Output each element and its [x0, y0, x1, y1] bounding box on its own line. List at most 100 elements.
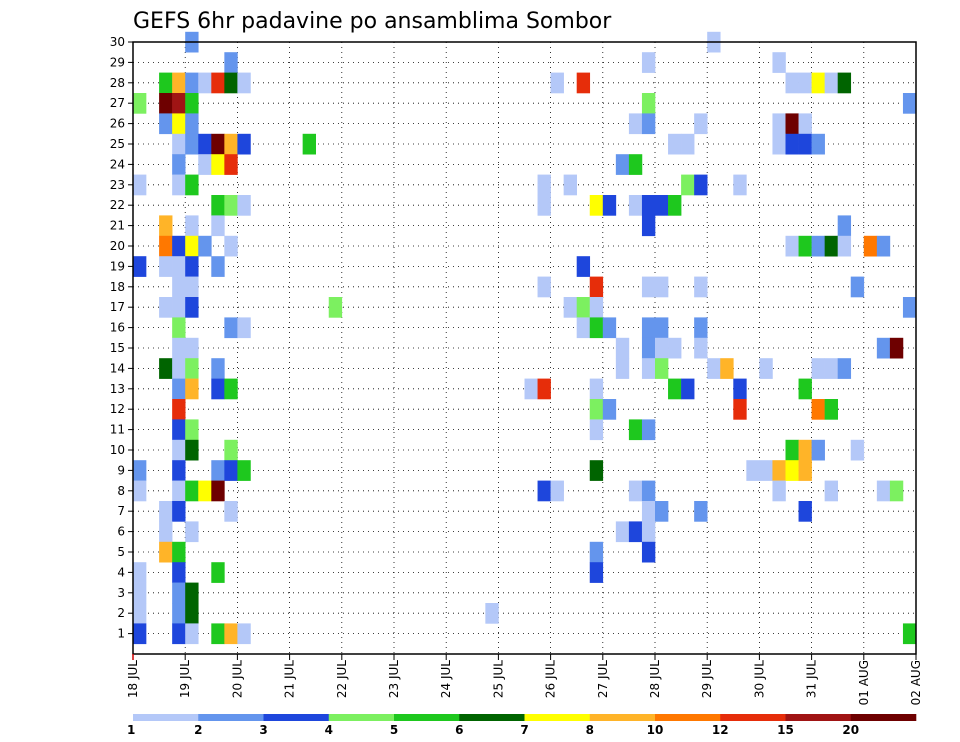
x-tick-label: 29 JUL: [700, 660, 714, 698]
precip-cell: [589, 317, 604, 339]
x-tick-label: 30 JUL: [752, 660, 766, 698]
precip-cell: [185, 623, 199, 645]
precip-cell: [902, 93, 917, 114]
precip-cell: [785, 72, 799, 94]
precip-cell: [237, 623, 251, 645]
precip-cell: [589, 276, 604, 298]
precip-cell: [172, 460, 186, 481]
precip-cell: [615, 337, 630, 359]
legend-swatch: [524, 714, 591, 721]
precip-cell: [746, 460, 760, 481]
y-tick-label: 22: [110, 198, 125, 212]
precip-cell: [172, 317, 186, 339]
precip-cell: [628, 113, 643, 135]
y-tick-label: 25: [110, 137, 125, 151]
precip-cell: [185, 521, 199, 543]
legend-swatch: [850, 714, 917, 721]
precip-cell: [198, 480, 212, 502]
precip-cell: [628, 480, 643, 502]
precip-cell: [772, 480, 786, 502]
x-tick-label: 01 AUG: [857, 660, 871, 705]
precip-cell: [211, 358, 225, 379]
precip-cell: [198, 72, 212, 94]
precip-cell: [641, 195, 656, 216]
precip-cell: [211, 460, 225, 481]
precip-cell: [772, 460, 786, 481]
precip-cell: [172, 399, 186, 420]
precip-cell: [889, 480, 904, 502]
precip-cells: [133, 31, 917, 645]
legend-label: 6: [455, 723, 463, 737]
precip-cell: [185, 337, 199, 359]
y-tick-label: 30: [110, 35, 125, 49]
y-tick-label: 1: [117, 627, 125, 641]
precip-cell: [198, 154, 212, 175]
precip-cell: [733, 399, 747, 420]
precip-cell: [811, 133, 825, 155]
precip-cell: [133, 256, 147, 277]
precip-cell: [159, 521, 173, 543]
precip-cell: [785, 133, 799, 155]
precip-cell: [668, 378, 682, 400]
x-tick-label: 24 JUL: [439, 660, 453, 698]
precip-cell: [798, 235, 812, 257]
legend-label: 1: [127, 723, 135, 737]
precip-cell: [785, 113, 799, 135]
y-tick-label: 18: [110, 280, 125, 294]
precip-cell: [172, 623, 186, 645]
precip-cell: [641, 541, 656, 563]
precip-cell: [563, 297, 577, 318]
y-tick-label: 5: [117, 545, 125, 559]
precip-cell: [211, 195, 225, 216]
precip-cell: [537, 276, 551, 298]
precip-cell: [198, 235, 212, 257]
x-tick-label: 20 JUL: [230, 660, 244, 698]
y-tick-label: 21: [110, 219, 125, 233]
precip-cell: [850, 439, 865, 461]
precip-cell: [328, 297, 343, 318]
precip-cell: [211, 623, 225, 645]
precip-cell: [824, 72, 838, 94]
precip-cell: [798, 439, 812, 461]
legend-swatch: [589, 714, 656, 721]
x-tick-label: 02 AUG: [909, 660, 923, 705]
precip-cell: [172, 235, 186, 257]
precip-cell: [185, 358, 199, 379]
precip-cell: [655, 337, 669, 359]
precip-cell: [641, 419, 656, 441]
precip-cell: [237, 460, 251, 481]
legend-label: 7: [520, 723, 528, 737]
y-tick-label: 19: [110, 259, 125, 273]
precip-cell: [172, 603, 186, 624]
precip-cell: [759, 460, 773, 481]
precip-cell: [655, 358, 669, 379]
precip-cell: [133, 174, 147, 196]
legend-swatch: [394, 714, 460, 721]
precip-cell: [172, 133, 186, 155]
precip-cell: [133, 480, 147, 502]
precip-cell: [159, 235, 173, 257]
precip-cell: [211, 215, 225, 237]
precip-cell: [863, 235, 878, 257]
precip-cell: [576, 317, 591, 339]
precip-cell: [641, 521, 656, 543]
y-tick-label: 27: [110, 96, 125, 110]
precip-cell: [798, 460, 812, 481]
legend-label: 20: [842, 723, 859, 737]
precip-cell: [198, 133, 212, 155]
y-tick-label: 8: [117, 484, 125, 498]
precip-cell: [681, 133, 695, 155]
precip-cell: [798, 501, 812, 522]
precip-cell: [172, 541, 186, 563]
precip-cell: [694, 113, 708, 135]
precip-cell: [237, 195, 251, 216]
precip-cell: [172, 93, 186, 114]
precip-cell: [837, 235, 852, 257]
precip-cell: [876, 480, 891, 502]
legend-swatch: [720, 714, 786, 721]
precip-cell: [589, 297, 604, 318]
precip-cell: [159, 297, 173, 318]
y-tick-label: 23: [110, 178, 125, 192]
precip-cell: [837, 358, 852, 379]
